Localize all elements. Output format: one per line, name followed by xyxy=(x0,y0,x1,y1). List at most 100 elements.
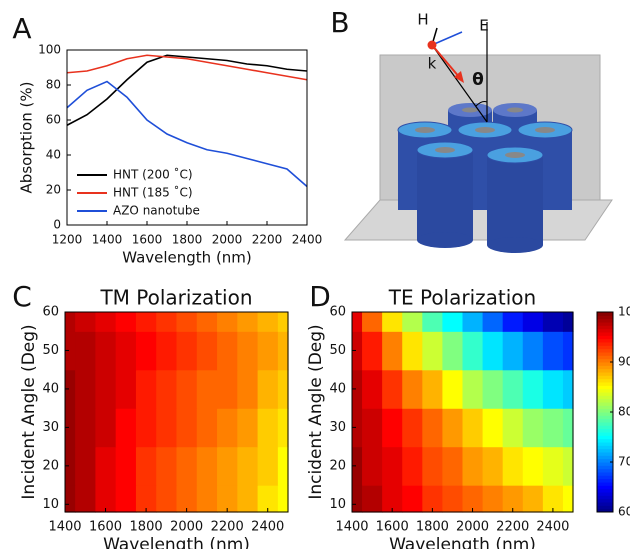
heat-cell xyxy=(422,312,444,332)
heat-cell xyxy=(462,331,484,371)
y-tick-label: 0 xyxy=(53,218,61,232)
heat-cell xyxy=(196,408,218,448)
heat-cell xyxy=(562,485,574,513)
heat-cell xyxy=(65,408,76,448)
colorbar-segment xyxy=(597,505,613,510)
heat-cell xyxy=(362,485,383,513)
colorbar-segment xyxy=(597,495,613,500)
source-dot xyxy=(427,40,437,50)
legend-label: HNT (185 ˚C) xyxy=(113,185,193,200)
y-axis-label: Absorption (%) xyxy=(18,82,36,194)
heat-cell xyxy=(382,446,403,486)
heat-cell xyxy=(482,446,504,486)
cylinder-core xyxy=(505,152,525,158)
colorbar-tick-label: 60 xyxy=(618,505,630,519)
colorbar-segment xyxy=(597,488,613,493)
heat-cell xyxy=(257,408,279,448)
heat-cell xyxy=(402,369,423,409)
heat-cell xyxy=(257,369,279,409)
heat-cell xyxy=(482,485,504,513)
heat-cell xyxy=(462,369,484,409)
x-tick-label: 2200 xyxy=(211,520,244,535)
colorbar-segment xyxy=(597,408,613,413)
heat-cell xyxy=(362,312,383,332)
x-tick-label: 1200 xyxy=(52,233,83,247)
heat-cell xyxy=(75,331,97,371)
y-tick-label: 20 xyxy=(42,458,59,473)
heat-cell xyxy=(115,446,137,486)
heat-cell xyxy=(277,312,289,332)
heat-cell xyxy=(502,331,524,371)
panel-label: A xyxy=(12,12,31,45)
heat-cell xyxy=(442,312,464,332)
heat-cell xyxy=(277,485,289,513)
colorbar-segment xyxy=(597,468,613,473)
colorbar-segment xyxy=(597,378,613,383)
colorbar-segment xyxy=(597,472,613,476)
heat-cell xyxy=(482,312,504,332)
colorbar-segment xyxy=(597,482,613,486)
y-tick-label: 50 xyxy=(329,343,346,358)
heat-cell xyxy=(217,485,238,513)
x-tick-label: 2200 xyxy=(496,520,529,535)
heat-cell xyxy=(237,312,259,332)
heat-cell xyxy=(176,485,198,513)
y-tick-label: 30 xyxy=(329,420,346,435)
x-tick-label: 1800 xyxy=(172,233,203,247)
colorbar-segment xyxy=(597,355,613,360)
heat-cell xyxy=(462,446,484,486)
colorbar-segment xyxy=(597,425,613,430)
heat-cell xyxy=(196,446,218,486)
colorbar-segment xyxy=(597,498,613,503)
y-tick-label: 100 xyxy=(38,43,61,57)
heat-cell xyxy=(65,312,76,332)
y-tick-label: 40 xyxy=(329,381,346,396)
heat-cell xyxy=(522,312,544,332)
heat-cell xyxy=(257,446,279,486)
e-arrow xyxy=(431,31,463,46)
heat-cell xyxy=(217,369,238,409)
colorbar-segment xyxy=(597,332,613,336)
heat-cell xyxy=(502,369,524,409)
heat-cell xyxy=(257,312,279,332)
heat-cell xyxy=(382,408,403,448)
heat-cell xyxy=(362,331,383,371)
heat-cell xyxy=(422,485,444,513)
colorbar-segment xyxy=(597,312,613,316)
cylinder-core xyxy=(415,127,435,133)
heat-cell xyxy=(237,331,259,371)
heat-cell xyxy=(115,369,137,409)
colorbar-segment xyxy=(597,368,613,373)
heat-cell xyxy=(115,485,137,513)
heat-cell xyxy=(522,485,544,513)
heat-cell xyxy=(442,485,464,513)
heat-cell xyxy=(95,331,117,371)
heat-cell xyxy=(502,446,524,486)
colorbar-segment xyxy=(597,442,613,446)
colorbar-segment xyxy=(597,395,613,400)
angle-arc xyxy=(475,101,488,107)
colorbar-segment xyxy=(597,365,613,370)
colorbar-segment xyxy=(597,392,613,396)
heat-cell xyxy=(237,408,259,448)
x-tick-label: 2400 xyxy=(251,520,284,535)
colorbar-segment xyxy=(597,418,613,423)
colorbar-segment xyxy=(597,452,613,456)
colorbar-segment xyxy=(597,322,613,326)
k-label: k xyxy=(428,55,437,73)
colorbar-segment xyxy=(597,492,613,496)
chart-title: TM Polarization xyxy=(99,286,252,310)
cylinder xyxy=(487,155,543,245)
heat-cell xyxy=(217,408,238,448)
colorbar-segment xyxy=(597,502,613,506)
heat-cell xyxy=(522,408,544,448)
colorbar-segment xyxy=(597,465,613,470)
line xyxy=(66,54,308,81)
heat-cell xyxy=(382,485,403,513)
colorbar-segment xyxy=(597,478,613,483)
colorbar-segment xyxy=(597,485,613,490)
colorbar-segment xyxy=(597,438,613,443)
heat-cell xyxy=(75,369,97,409)
